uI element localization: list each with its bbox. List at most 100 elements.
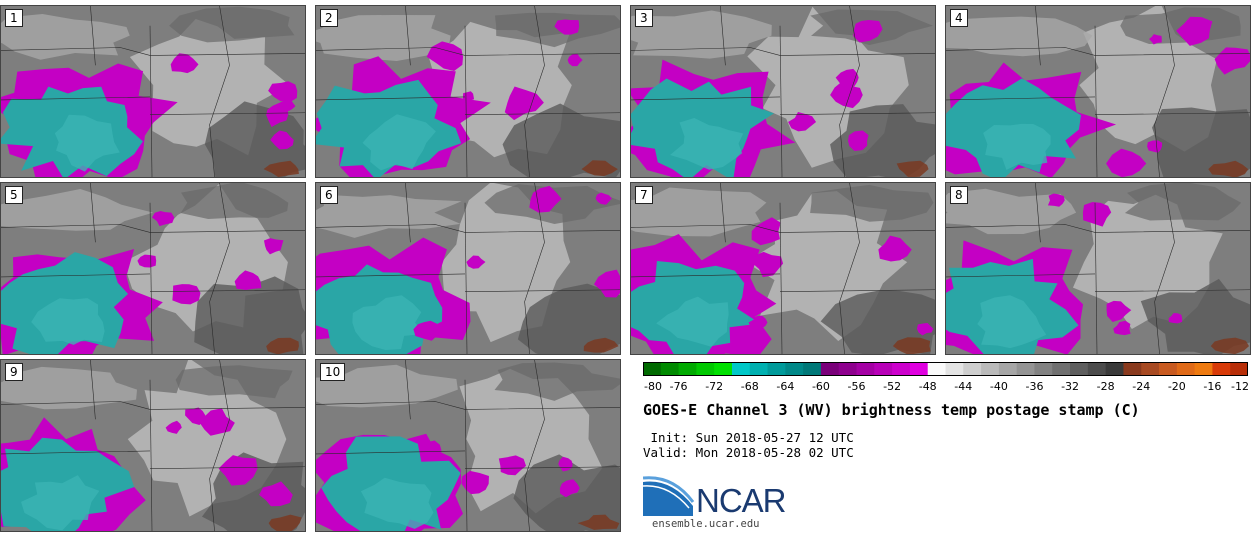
colorbar-tick-label: -80 — [644, 380, 662, 393]
state-boundary — [90, 360, 96, 420]
moist-band — [1140, 278, 1250, 354]
colorbar-tick-labels: -80 -76 -72 -68 -64 -60 -56 -52 -48 -44 -40 -36 -32 -… — [643, 378, 1253, 394]
colorbar-tick-label: -68 — [740, 380, 759, 393]
cloud-core — [983, 123, 1051, 170]
state-boundary — [1154, 183, 1175, 354]
colorbar-swatch — [1070, 362, 1089, 376]
convective-cell — [1113, 320, 1131, 336]
convective-cell — [170, 53, 199, 74]
moist-band — [1124, 183, 1242, 221]
state-boundary — [405, 360, 411, 420]
convective-cell — [1106, 148, 1147, 177]
dry-band — [946, 16, 1093, 57]
colorbar-swatch — [981, 362, 1000, 376]
convective-cell — [172, 284, 201, 305]
state-boundary — [780, 112, 935, 116]
state-boundary — [720, 6, 726, 66]
convective-cell — [554, 19, 580, 35]
colorbar-swatch — [874, 362, 893, 376]
state-boundary — [464, 202, 468, 354]
wv-map-4 — [946, 6, 1250, 177]
panel-label: 5 — [5, 186, 23, 204]
convective-cell — [751, 217, 781, 246]
colorbar-swatch — [714, 362, 733, 376]
convective-cell — [559, 479, 580, 498]
state-boundary — [631, 273, 781, 278]
convective-cell — [270, 130, 294, 150]
state-boundary — [779, 25, 783, 177]
colorbar-swatch — [856, 362, 875, 376]
convective-cell — [1147, 140, 1163, 153]
panel-label: 4 — [950, 9, 968, 27]
convective-cell — [847, 130, 869, 152]
colorbar-swatch — [1087, 362, 1107, 376]
convective-cell — [748, 315, 768, 330]
wv-map-1 — [1, 6, 305, 177]
cloud-core — [656, 296, 729, 347]
convective-cell — [1149, 34, 1162, 45]
panel-1: 1 — [0, 5, 306, 178]
cloud-core — [670, 117, 744, 170]
convective-cell — [830, 81, 863, 109]
state-boundary — [1035, 183, 1041, 243]
convective-cell — [420, 440, 442, 460]
moist-band — [1152, 107, 1250, 177]
convective-cell — [878, 235, 912, 262]
state-boundary — [1154, 6, 1175, 177]
panel-label: 7 — [635, 186, 653, 204]
convective-cell — [529, 185, 562, 213]
wv-map-7 — [631, 183, 935, 354]
warm-area — [896, 160, 929, 177]
colorbar-swatch — [785, 362, 804, 376]
wv-map-3 — [631, 6, 935, 177]
cloud-core — [352, 295, 424, 351]
convective-cell — [558, 456, 573, 472]
moist-band — [169, 6, 295, 43]
dry-band — [1, 366, 138, 410]
convective-cell — [137, 254, 157, 268]
colorbar-tick-label: -48 — [918, 380, 937, 393]
state-boundary — [946, 96, 1096, 101]
colorbar-tick-label: -44 — [954, 380, 973, 393]
convective-cell — [1047, 193, 1065, 207]
convective-cell — [461, 470, 489, 495]
moist-band — [175, 365, 293, 399]
dry-band — [316, 194, 462, 238]
convective-cell — [259, 481, 293, 507]
colorbar-swatch — [1034, 362, 1053, 376]
cloud-core — [360, 477, 434, 529]
state-boundary — [316, 273, 466, 278]
colorbar-swatch — [820, 362, 840, 376]
panel-label: 8 — [950, 186, 968, 204]
warm-area — [268, 514, 302, 531]
colorbar-tick-label: -72 — [705, 380, 724, 393]
state-boundary — [90, 183, 96, 243]
convective-cell — [234, 270, 262, 291]
colorbar-tick-label: -24 — [1132, 380, 1151, 393]
state-boundary — [149, 25, 153, 177]
state-boundary — [524, 183, 545, 354]
warm-area — [581, 160, 618, 177]
state-boundary — [1095, 112, 1250, 116]
site-url: ensemble.ucar.edu — [652, 518, 760, 530]
state-boundary — [1035, 6, 1041, 66]
convective-cell — [268, 81, 298, 103]
state-boundary — [720, 183, 726, 243]
colorbar-swatch — [1016, 362, 1036, 376]
state-boundary — [1, 450, 151, 455]
state-boundary — [1, 96, 151, 101]
valid-time: Valid: Mon 2018-05-28 02 UTC — [643, 445, 854, 460]
colorbar-swatch — [927, 362, 947, 376]
dry-band — [1, 189, 154, 231]
panel-7: 7 — [630, 182, 936, 355]
cloud-core — [362, 114, 436, 171]
init-time: Init: Sun 2018-05-27 12 UTC — [643, 430, 854, 445]
state-boundary — [465, 112, 620, 116]
colorbar-swatch — [998, 362, 1018, 376]
state-boundary — [149, 202, 153, 354]
colorbar-tick-label: -20 — [1167, 380, 1186, 393]
state-boundary — [839, 183, 860, 354]
colorbar-swatch — [1105, 362, 1125, 376]
warm-area — [892, 337, 931, 354]
state-boundary — [779, 202, 783, 354]
